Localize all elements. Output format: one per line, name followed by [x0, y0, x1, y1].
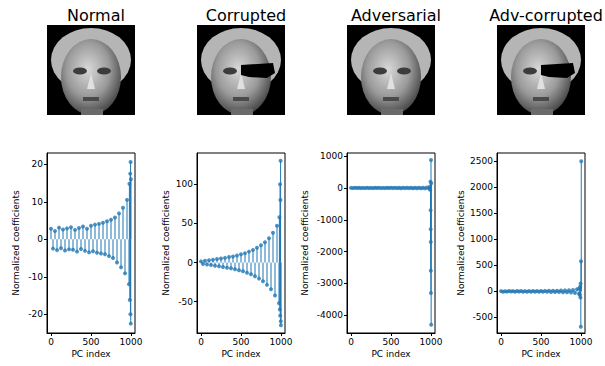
svg-text:1000: 1000 — [420, 337, 443, 347]
svg-text:0: 0 — [187, 258, 193, 268]
svg-text:-4000: -4000 — [317, 310, 343, 320]
svg-text:PC index: PC index — [371, 349, 411, 359]
svg-text:50: 50 — [182, 218, 194, 228]
svg-text:100: 100 — [176, 179, 193, 189]
svg-text:Adv-corrupted: Adv-corrupted — [489, 6, 603, 25]
svg-text:-10: -10 — [28, 272, 43, 282]
svg-text:10: 10 — [32, 197, 44, 207]
svg-text:-20: -20 — [28, 309, 43, 319]
svg-text:1000: 1000 — [270, 337, 293, 347]
svg-text:Normal: Normal — [67, 6, 125, 25]
svg-text:500: 500 — [382, 337, 399, 347]
svg-text:1000: 1000 — [470, 234, 493, 244]
svg-text:0: 0 — [48, 337, 54, 347]
svg-text:500: 500 — [232, 337, 249, 347]
svg-text:0: 0 — [198, 337, 204, 347]
svg-text:Normalized coefficients: Normalized coefficients — [456, 190, 466, 296]
svg-text:0: 0 — [498, 337, 504, 347]
svg-text:PC index: PC index — [521, 349, 561, 359]
svg-text:500: 500 — [532, 337, 549, 347]
svg-text:0: 0 — [348, 337, 354, 347]
svg-text:Adversarial: Adversarial — [351, 6, 441, 25]
svg-text:1000: 1000 — [320, 151, 343, 161]
svg-text:0: 0 — [487, 286, 493, 296]
svg-text:-1000: -1000 — [317, 215, 343, 225]
svg-text:1000: 1000 — [120, 337, 143, 347]
svg-text:500: 500 — [476, 260, 493, 270]
svg-text:2000: 2000 — [470, 182, 493, 192]
svg-text:500: 500 — [82, 337, 99, 347]
svg-text:-2000: -2000 — [317, 247, 343, 257]
svg-text:Normalized coefficients: Normalized coefficients — [300, 190, 310, 296]
svg-text:1000: 1000 — [570, 337, 593, 347]
svg-text:20: 20 — [32, 159, 44, 169]
svg-text:-50: -50 — [178, 297, 193, 307]
svg-text:Corrupted: Corrupted — [206, 6, 286, 25]
svg-text:Normalized coefficients: Normalized coefficients — [161, 190, 171, 296]
svg-text:Normalized coefficients: Normalized coefficients — [11, 190, 21, 296]
svg-text:0: 0 — [337, 183, 343, 193]
svg-text:0: 0 — [37, 234, 43, 244]
svg-text:1500: 1500 — [470, 208, 493, 218]
svg-text:-500: -500 — [473, 312, 494, 322]
svg-text:PC index: PC index — [221, 349, 261, 359]
svg-text:2500: 2500 — [470, 156, 493, 166]
svg-text:-3000: -3000 — [317, 278, 343, 288]
svg-text:PC index: PC index — [71, 349, 111, 359]
